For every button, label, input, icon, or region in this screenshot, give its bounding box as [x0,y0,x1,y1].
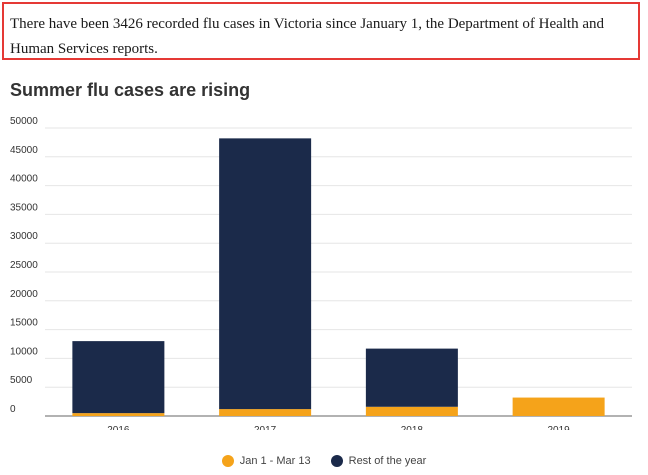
y-tick-label: 5000 [10,375,33,386]
x-tick-label: 2018 [401,425,424,430]
legend-label: Rest of the year [348,455,427,467]
intro-text: There have been 3426 recorded flu cases … [10,16,605,57]
legend-item: Jan 1 - Mar 13 [221,455,311,467]
x-tick-label: 2017 [254,425,277,430]
y-tick-label: 15000 [10,318,38,329]
bar-segment [365,406,458,416]
y-tick-label: 10000 [10,346,38,357]
legend-item: Rest of the year [330,455,427,467]
stacked-bar-chart: 0 5000 10000 15000 20000 25000 30000 35000 40000… [10,116,632,430]
y-tick-label: 0 [10,404,16,415]
legend: Jan 1 - Mar 13 Rest of the year [0,455,648,467]
bar-segment [219,409,312,416]
bars [72,138,605,416]
bar-segment [512,397,605,416]
x-tick-label: 2016 [107,425,130,430]
bar-segment [72,413,165,416]
y-tick-label: 25000 [10,260,38,271]
bar-segment [365,348,458,407]
y-tick-label: 35000 [10,202,38,213]
y-tick-label: 20000 [10,289,38,300]
x-tick-label: 2019 [548,425,571,430]
y-tick-label: 50000 [10,116,38,127]
y-tick-label: 30000 [10,231,38,242]
intro-callout: There have been 3426 recorded flu cases … [2,2,640,60]
legend-swatch [330,455,343,467]
y-axis-ticks: 0 5000 10000 15000 20000 25000 30000 35000 40000… [10,116,38,415]
x-axis-ticks: 2016 2017 2018 2019 [107,425,570,430]
chart-title: Summer flu cases are rising [10,80,251,100]
y-tick-label: 40000 [10,174,38,185]
legend-swatch [221,455,234,467]
y-tick-label: 45000 [10,145,38,156]
legend-label: Jan 1 - Mar 13 [239,455,311,467]
bar-segment [219,138,312,410]
bar-segment [72,341,165,414]
